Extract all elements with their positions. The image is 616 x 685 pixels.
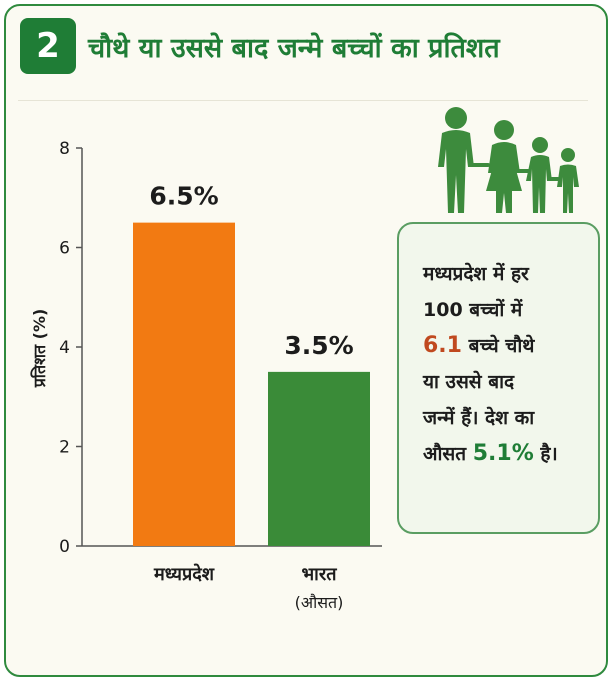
callout-text: है। (540, 443, 558, 465)
callout-line: 6.1 बच्चे चौथे (423, 328, 588, 364)
family-icon (438, 107, 579, 213)
bars-group: 6.5% 3.5% (133, 182, 370, 546)
callout-line: मध्यप्रदेश में हर (423, 263, 529, 285)
y-tick-label: 6 (59, 239, 70, 259)
x-tick-sublabel: (औसत) (295, 593, 344, 612)
bar-value-label: 3.5% (284, 331, 353, 360)
x-tick-label: मध्यप्रदेश (153, 563, 215, 585)
info-callout: मध्यप्रदेश में हर 100 बच्चों में 6.1 बच्… (397, 222, 600, 534)
y-tick-label: 0 (59, 537, 70, 557)
x-tick-label: भारत (302, 564, 338, 585)
bar-chart: 0 2 4 6 8 6.5% 3.5% मध्यप्रदेश भारत (औसत) प्रति… (30, 139, 382, 612)
y-tick-label: 4 (59, 338, 70, 358)
callout-text: बच्चे चौथे (468, 335, 535, 357)
callout-line: या उससे बाद (423, 371, 515, 393)
highlight-value: 6.1 (423, 333, 462, 358)
section-number-badge: 2 (20, 18, 76, 74)
y-tick-label: 2 (59, 438, 70, 458)
bar (133, 222, 235, 546)
y-axis-label: प्रतिशत (%) (30, 309, 49, 389)
callout-text: औसत (423, 443, 467, 465)
callout-line: जन्में हैं। देश का (423, 407, 535, 429)
bar (268, 371, 370, 546)
callout-line: औसत 5.1% है। (423, 436, 588, 472)
y-tick-label: 8 (59, 139, 70, 159)
callout-line: 100 बच्चों में (423, 299, 523, 321)
highlight-average: 5.1% (472, 441, 534, 466)
header: 2 चौथे या उससे बाद जन्मे बच्चों का प्रति… (20, 18, 500, 74)
x-axis-labels: मध्यप्रदेश भारत (औसत) (153, 563, 343, 612)
page-title: चौथे या उससे बाद जन्मे बच्चों का प्रतिशत (88, 32, 500, 64)
header-divider (18, 100, 588, 101)
bar-value-label: 6.5% (149, 182, 218, 211)
